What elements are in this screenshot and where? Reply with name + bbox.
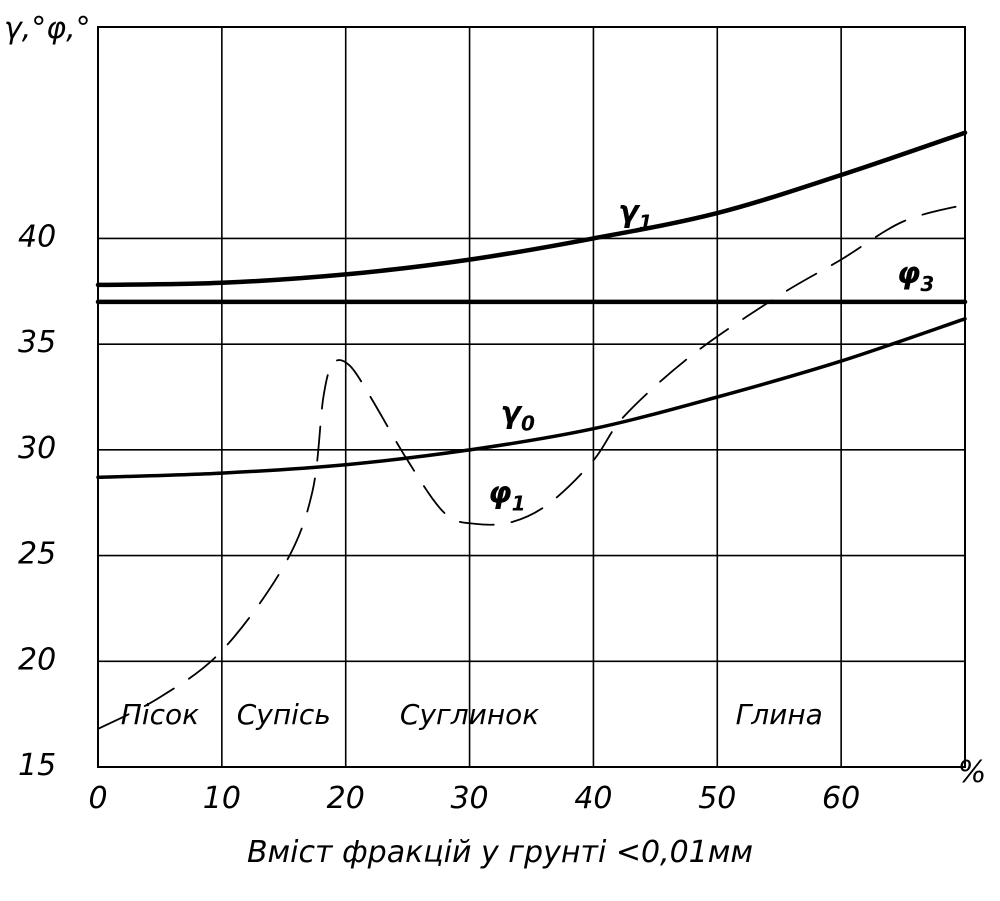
series-layer bbox=[95, 130, 968, 730]
x-tick-label: 50 bbox=[698, 781, 736, 816]
curve-label-2: γ0 bbox=[501, 395, 535, 435]
plot-frame bbox=[97, 26, 966, 768]
y-tick-label: 30 bbox=[18, 431, 56, 466]
x-tick-label: 0 bbox=[88, 781, 107, 816]
series-line-2 bbox=[96, 317, 967, 480]
series-line-3 bbox=[97, 203, 966, 730]
soil-zone-label: Пісок bbox=[121, 698, 199, 731]
y-tick-label: 25 bbox=[18, 537, 56, 572]
y-tick-label: 20 bbox=[18, 642, 56, 677]
grid bbox=[97, 26, 966, 768]
y-tick-label: 40 bbox=[18, 219, 56, 254]
y-axis-label: γ,°φ,° bbox=[4, 11, 91, 46]
x-tick-label: 20 bbox=[327, 781, 365, 816]
x-unit-label: % bbox=[958, 755, 987, 790]
soil-zone-label: Глина bbox=[736, 698, 823, 731]
x-tick-label: 40 bbox=[574, 781, 612, 816]
x-tick-label: 60 bbox=[822, 781, 860, 816]
y-tick-label: 15 bbox=[18, 748, 56, 783]
tick-labels: 0 10 20 30 40 50 60 15 20 25 30 35 40 bbox=[18, 219, 860, 816]
soil-zones: Пісок Супісь Суглинок Глина bbox=[121, 698, 823, 731]
x-axis-label: Вміст фракцій у грунті <0,01мм bbox=[247, 835, 753, 870]
y-tick-label: 35 bbox=[18, 325, 56, 360]
curve-label-1: φ3 bbox=[897, 256, 934, 296]
x-tick-label: 10 bbox=[203, 781, 241, 816]
curve-label-3: φ1 bbox=[488, 476, 525, 516]
soil-zone-label: Суглинок bbox=[400, 698, 539, 731]
series-line-0 bbox=[95, 130, 968, 288]
curve-label-0: γ1 bbox=[618, 195, 652, 235]
x-tick-label: 30 bbox=[450, 781, 488, 816]
curve-labels: γ1 φ3 γ0 φ1 bbox=[488, 195, 934, 516]
soil-zone-label: Супісь bbox=[237, 698, 331, 731]
